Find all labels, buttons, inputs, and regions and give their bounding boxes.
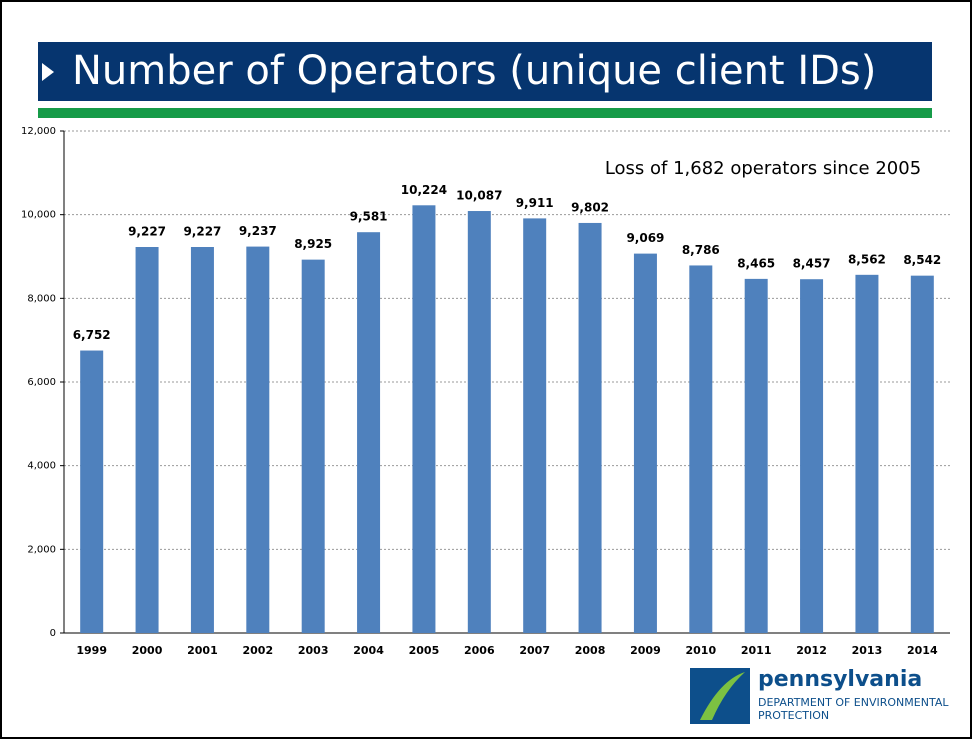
logo-line: PROTECTION	[758, 709, 829, 722]
value-label: 8,925	[294, 237, 332, 251]
bar	[689, 265, 713, 633]
value-label: 6,752	[73, 328, 111, 342]
bar	[467, 211, 491, 633]
value-label: 9,581	[350, 210, 388, 224]
x-tick-label: 2009	[630, 644, 661, 657]
bar	[190, 247, 214, 633]
y-tick-label: 12,000	[21, 126, 56, 137]
value-label: 9,227	[128, 225, 166, 239]
bar	[578, 222, 602, 634]
bar	[633, 253, 657, 633]
x-tick-label: 2013	[852, 644, 883, 657]
title-underline	[38, 108, 932, 118]
value-label: 9,227	[183, 225, 221, 239]
x-tick-label: 2007	[519, 644, 550, 657]
title-banner	[38, 42, 932, 101]
bar	[744, 278, 768, 633]
title-arrow	[42, 63, 54, 81]
y-tick-label: 8,000	[27, 293, 56, 304]
value-label: 8,786	[682, 243, 720, 257]
x-tick-label: 2003	[298, 644, 329, 657]
logo: pennsylvania DEPARTMENT OF ENVIRONMENTAL…	[690, 667, 949, 724]
y-tick-label: 4,000	[27, 461, 56, 472]
value-label: 8,465	[737, 256, 775, 270]
bar	[80, 350, 104, 633]
x-tick-label: 2008	[575, 644, 606, 657]
x-tick-label: 2000	[132, 644, 163, 657]
value-label: 10,087	[456, 189, 502, 203]
bar	[412, 205, 436, 633]
bar	[135, 247, 159, 633]
bar	[800, 279, 824, 633]
y-tick-label: 0	[50, 628, 56, 639]
value-label: 8,542	[903, 253, 941, 267]
bar	[910, 275, 934, 633]
x-tick-label: 2005	[409, 644, 440, 657]
logo-leaf	[700, 672, 745, 720]
bar	[246, 246, 270, 633]
bar	[855, 274, 879, 633]
value-label: 9,802	[571, 200, 609, 214]
value-label: 8,562	[848, 252, 886, 266]
y-tick-label: 6,000	[27, 377, 56, 388]
x-tick-label: 2012	[796, 644, 827, 657]
x-tick-label: 2014	[907, 644, 938, 657]
value-label: 10,224	[401, 183, 447, 197]
y-tick-label: 10,000	[21, 210, 56, 221]
x-tick-label: 2006	[464, 644, 495, 657]
bar	[357, 232, 381, 634]
logo-name: pennsylvania	[758, 667, 922, 692]
value-label: 9,911	[516, 196, 554, 210]
logo-line: DEPARTMENT OF ENVIRONMENTAL	[758, 696, 949, 709]
bar	[523, 218, 547, 633]
y-tick-label: 2,000	[27, 544, 56, 555]
value-label: 9,069	[626, 231, 664, 245]
x-tick-label: 2004	[353, 644, 384, 657]
annotation: Loss of 1,682 operators since 2005	[605, 158, 921, 179]
bar	[301, 259, 325, 633]
x-tick-label: 2002	[243, 644, 274, 657]
value-label: 9,237	[239, 224, 277, 238]
x-tick-label: 2001	[187, 644, 218, 657]
chart-title: Number of Operators (unique client IDs)	[72, 48, 876, 94]
x-tick-label: 1999	[76, 644, 107, 657]
value-label: 8,457	[793, 257, 831, 271]
x-tick-label: 2010	[686, 644, 717, 657]
x-tick-label: 2011	[741, 644, 772, 657]
